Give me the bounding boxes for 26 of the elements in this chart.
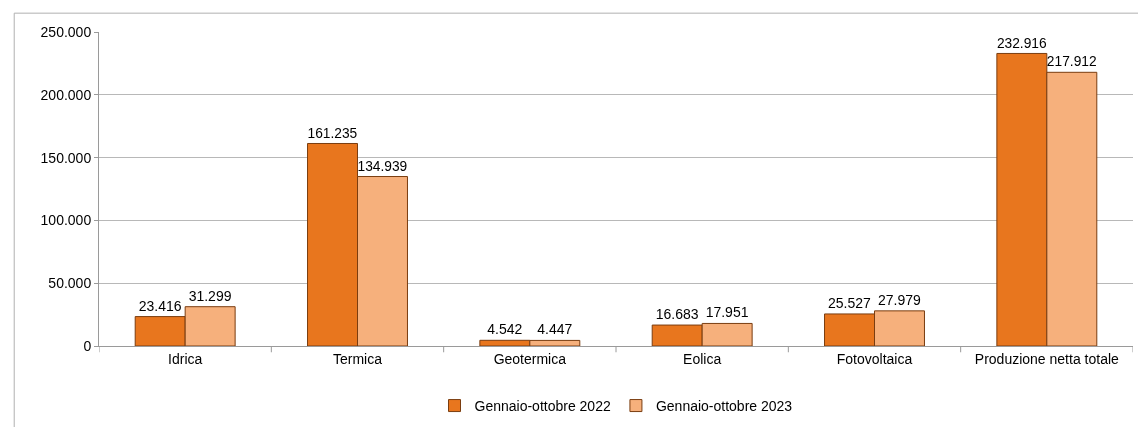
y-tick-label: 150.000 (40, 149, 92, 166)
data-label: 217.912 (1046, 54, 1097, 70)
data-label: 25.527 (827, 294, 872, 311)
data-label: 23.416 (138, 297, 182, 314)
legend-label: Gennaio-ottobre 2022 (474, 398, 611, 415)
data-label: 161.235 (307, 125, 358, 141)
x-tick-label: Termica (332, 350, 383, 367)
data-label: 4.542 (487, 321, 523, 338)
y-tick-label: 200.000 (40, 86, 92, 103)
y-tick-label: 0 (83, 337, 92, 354)
data-label: 4.447 (537, 321, 573, 338)
x-tick-label: Eolica (683, 350, 722, 367)
legend-label: Gennaio-ottobre 2023 (655, 398, 793, 415)
data-label: 232.916 (996, 35, 1047, 51)
data-label: 27.979 (877, 291, 922, 308)
data-label: 31.299 (188, 287, 232, 304)
x-tick-label: Idrica (168, 350, 203, 367)
data-label: 17.951 (705, 304, 749, 321)
data-label: 16.683 (655, 306, 699, 323)
y-tick-label: 250.000 (40, 23, 92, 40)
x-tick-label: Produzione netta totale (974, 350, 1120, 367)
y-tick-label: 100.000 (40, 212, 92, 229)
x-tick-label: Fotovoltaica (836, 350, 913, 367)
data-label: 134.939 (357, 158, 408, 174)
x-tick-label: Geotermica (493, 350, 567, 367)
y-tick-label: 50.000 (48, 275, 92, 292)
